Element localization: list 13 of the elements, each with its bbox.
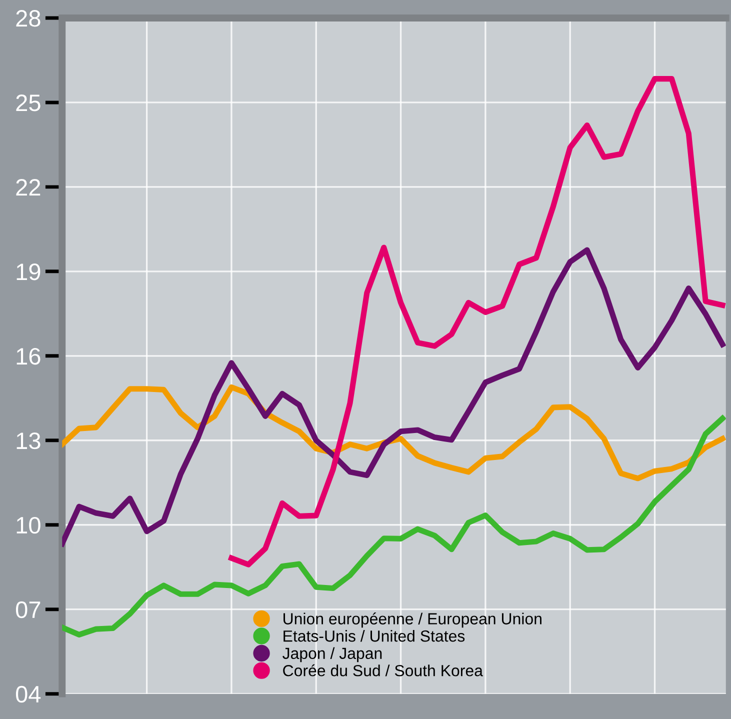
y-tick-label: 16 xyxy=(16,348,40,365)
y-tick-label: 19 xyxy=(16,263,40,280)
y-tick-label: 04 xyxy=(16,686,41,703)
y-tick-label: 07 xyxy=(16,601,40,618)
y-tick-label: 10 xyxy=(16,516,40,534)
legend-label: Union européenne / European Union xyxy=(284,612,542,628)
y-tick-label: 28 xyxy=(16,10,40,27)
legend-label: Corée du Sud / South Korea xyxy=(283,664,483,676)
y-tick-label: 13 xyxy=(16,432,40,450)
y-tick-label: 22 xyxy=(16,179,40,196)
y-tick-label: 25 xyxy=(16,94,40,112)
legend-label: Etats-Unis / United States xyxy=(284,630,465,642)
legend-label: Japon / Japan xyxy=(282,647,382,662)
